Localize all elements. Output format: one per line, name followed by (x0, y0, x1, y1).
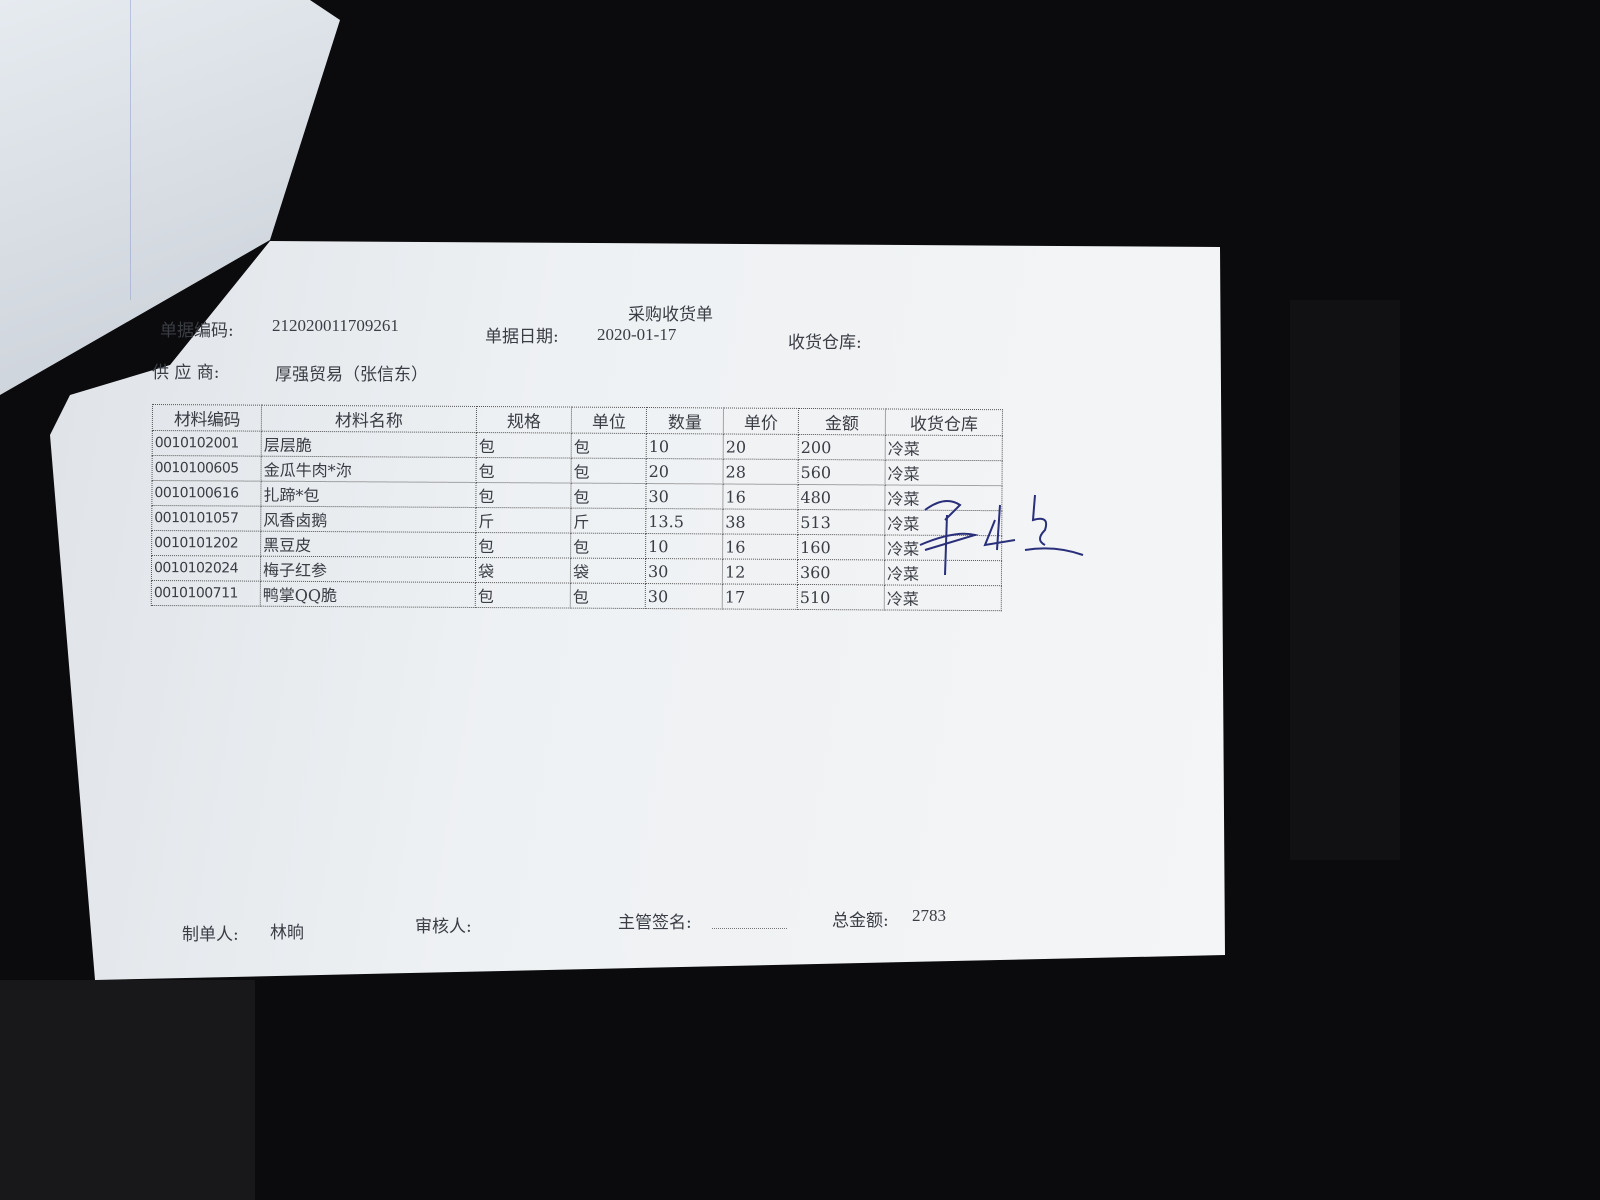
doc-no: 212020011709261 (272, 316, 399, 335)
table-cell: 包 (570, 583, 646, 609)
table-cell: 16 (722, 533, 798, 560)
table-cell: 包 (570, 483, 647, 509)
table-cell: 袋 (475, 557, 571, 584)
table-cell: 风香卤鹅 (260, 506, 476, 533)
col-header: 数量 (646, 407, 724, 434)
table-cell: 0010101057 (151, 505, 261, 532)
table-cell: 层层脆 (261, 431, 477, 458)
table-cell: 包 (571, 458, 647, 484)
table-cell: 12 (722, 558, 798, 585)
table-cell: 510 (797, 584, 885, 610)
document-title: 采购收货单 (628, 305, 713, 325)
table-cell: 20 (646, 458, 724, 484)
total-amount: 2783 (912, 906, 946, 925)
table-cell: 包 (570, 533, 646, 559)
table-cell: 包 (475, 582, 571, 609)
table-cell: 513 (797, 509, 885, 535)
table-cell: 冷菜 (885, 434, 1003, 461)
table-cell: 金瓜牛肉*沵 (261, 456, 477, 483)
date-label: 单据日期: (485, 327, 559, 347)
table-cell: 冷菜 (884, 584, 1002, 611)
supplier: 厚强贸易（张信东） (275, 365, 428, 385)
table-cell: 梅子红参 (260, 556, 476, 583)
table-cell: 黑豆皮 (260, 531, 476, 558)
table-cell: 13.5 (645, 508, 723, 534)
date: 2020-01-17 (597, 325, 677, 344)
col-header: 规格 (476, 406, 572, 434)
reviewer-label: 审核人: (415, 917, 472, 937)
table-cell: 扎蹄*包 (260, 481, 477, 508)
table-cell: 0010102024 (151, 555, 261, 582)
background-object (1290, 300, 1400, 860)
table-cell: 20 (723, 433, 799, 460)
table-cell: 0010101202 (151, 530, 261, 557)
table-cell: 30 (645, 483, 724, 509)
table-cell: 17 (722, 583, 798, 610)
table-cell: 斤 (475, 507, 571, 534)
table-cell: 360 (797, 559, 885, 585)
warehouse-label: 收货仓库: (788, 333, 862, 353)
table-cell: 包 (475, 532, 571, 559)
supplier-label: 供 应 商: (152, 363, 220, 383)
handwritten-signature (919, 494, 1084, 576)
table-cell: 斤 (570, 508, 646, 534)
table-cell: 包 (571, 433, 647, 459)
supervisor-signature-line (712, 928, 787, 929)
col-header: 收货仓库 (885, 408, 1003, 436)
table-cell: 10 (645, 533, 723, 559)
col-header: 材料名称 (261, 405, 477, 433)
doc-no-label: 单据编码: (160, 321, 234, 341)
table-cell: 200 (798, 434, 886, 460)
table-cell: 30 (645, 558, 723, 584)
table-cell: 0010102001 (152, 430, 262, 457)
table-cell: 包 (476, 432, 572, 459)
table-cell: 160 (797, 534, 885, 560)
table-row: 0010100711 鸭掌QQ脆包包 30 17 510 冷菜 (151, 580, 1002, 611)
table-cell: 鸭掌QQ脆 (260, 581, 476, 608)
maker: 林晌 (270, 923, 304, 943)
table-cell: 480 (797, 484, 886, 510)
table-cell: 10 (646, 433, 724, 459)
table-cell: 袋 (570, 558, 646, 584)
background-object (0, 980, 255, 1200)
table-cell: 0010100605 (152, 455, 262, 482)
total-label: 总金额: (832, 911, 889, 931)
receipt-paper (50, 241, 1225, 980)
table-cell: 0010100711 (151, 580, 261, 607)
table-cell: 30 (645, 583, 723, 609)
table-cell: 冷菜 (885, 459, 1003, 486)
col-header: 单价 (723, 407, 799, 435)
supervisor-label: 主管签名: (618, 913, 692, 933)
table-cell: 包 (476, 457, 572, 484)
table-cell: 16 (722, 483, 799, 510)
table-cell: 560 (798, 459, 886, 485)
table-cell: 38 (722, 508, 798, 535)
col-header: 单位 (571, 407, 647, 434)
items-table: 材料编码 材料名称 规格 单位 数量 单价 金额 收货仓库 0010102001… (151, 404, 1003, 611)
col-header: 材料编码 (152, 404, 262, 432)
table-cell: 28 (723, 458, 799, 485)
table-cell: 包 (475, 482, 572, 509)
table-cell: 0010100616 (151, 480, 262, 507)
maker-label: 制单人: (182, 925, 239, 945)
col-header: 金额 (798, 408, 886, 435)
